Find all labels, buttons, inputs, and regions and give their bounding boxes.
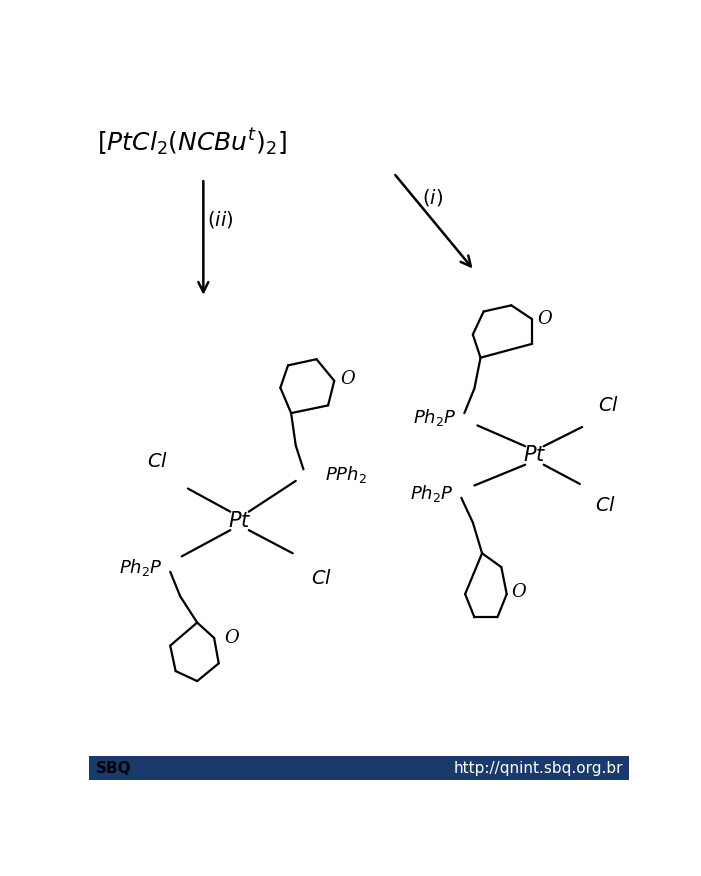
Text: O: O [511,583,526,601]
Text: $Cl$: $Cl$ [147,452,168,471]
Text: http://qnint.sbq.org.br: http://qnint.sbq.org.br [454,760,623,775]
Text: $\mathit{[PtCl_2(NCBu^t)_2]}$: $\mathit{[PtCl_2(NCBu^t)_2]}$ [97,127,287,158]
Text: $Pt$: $Pt$ [523,446,546,465]
Text: $Ph_2P$: $Ph_2P$ [413,407,456,428]
Text: $Ph_2P$: $Ph_2P$ [119,556,163,577]
Text: $PPh_2$: $PPh_2$ [325,464,367,485]
Bar [90,756,629,781]
Text: $Cl$: $Cl$ [311,569,332,589]
Text: $Cl$: $Cl$ [595,496,616,514]
Text: $(ii)$: $(ii)$ [207,208,233,230]
Text: O: O [224,629,239,647]
Text: O: O [538,310,552,328]
Text: $Ph_2P$: $Ph_2P$ [410,483,454,504]
Text: O: O [341,371,355,388]
Text: $(i)$: $(i)$ [421,187,442,208]
Text: $Cl$: $Cl$ [597,397,618,415]
Text: $Pt$: $Pt$ [228,511,251,531]
Text: SBQ: SBQ [95,760,131,775]
